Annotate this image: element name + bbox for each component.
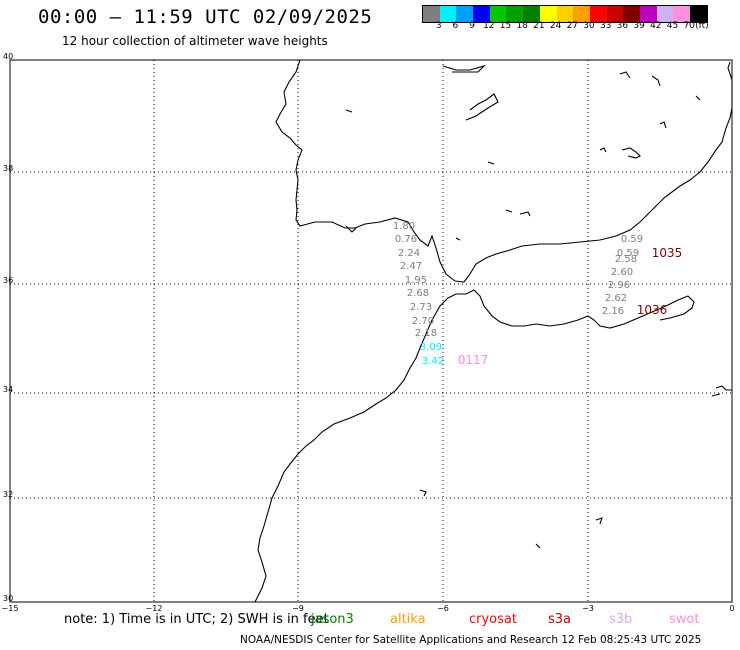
wave-height-label: 2.18 xyxy=(415,328,437,339)
satellite-legend-item: cryosat xyxy=(469,612,517,627)
color-swatch xyxy=(523,6,540,22)
x-tick-label: −9 xyxy=(292,604,304,613)
track-id-label: 1035 xyxy=(652,246,683,260)
y-tick-labels: 40 38 36 34 32 30 xyxy=(3,52,13,603)
x-tick-label: 0 xyxy=(729,604,734,613)
credit-line: NOAA/NESDIS Center for Satellite Applica… xyxy=(240,634,702,646)
track-id-label: 0117 xyxy=(458,353,489,367)
color-scale-label: 39 xyxy=(633,21,645,31)
color-scale-label: 70 xyxy=(683,21,695,31)
wave-height-label: 0.76 xyxy=(395,234,417,245)
wave-height-label: 2.60 xyxy=(611,267,633,278)
color-swatch xyxy=(539,6,557,22)
y-tick-label: 40 xyxy=(3,52,13,61)
color-scale-label: 12 xyxy=(483,21,495,31)
wave-height-label: 1.80 xyxy=(393,221,415,232)
x-tick-label: −12 xyxy=(146,604,163,613)
map-subtitle: 12 hour collection of altimeter wave hei… xyxy=(62,34,328,48)
color-scale-label: 27 xyxy=(566,21,579,31)
color-scale-label: (ft) xyxy=(695,21,709,31)
color-swatch xyxy=(473,6,490,22)
color-scale-bar xyxy=(422,5,708,23)
wave-height-label: 2.47 xyxy=(400,261,422,272)
wave-height-label: 2.62 xyxy=(605,293,627,304)
wave-height-label: 2.70 xyxy=(412,316,434,327)
wave-height-label: 2.68 xyxy=(407,288,429,299)
y-tick-label: 32 xyxy=(3,490,13,499)
color-scale-label: 24 xyxy=(549,21,562,31)
color-swatch xyxy=(656,6,674,22)
color-swatch xyxy=(556,6,574,22)
wave-height-label: 0.59 xyxy=(617,248,639,259)
y-tick-label: 36 xyxy=(3,276,13,285)
graticule xyxy=(10,60,732,602)
x-tick-label: −15 xyxy=(2,604,19,613)
color-swatch xyxy=(606,6,624,22)
color-swatch xyxy=(623,6,640,22)
wave-height-label: 2.58 xyxy=(615,254,637,265)
color-scale-label: 3 xyxy=(435,21,442,31)
wave-height-label: 2.16 xyxy=(602,306,624,317)
color-scale-label: 33 xyxy=(599,21,612,31)
color-scale-label: 42 xyxy=(650,21,662,31)
color-scale-label: 45 xyxy=(666,21,679,31)
x-tick-labels: −15 −12 −9 −6 −3 0 xyxy=(2,604,735,613)
x-tick-label: −3 xyxy=(582,604,594,613)
coastline-morocco xyxy=(254,289,695,603)
footer-note: note: 1) Time is in UTC; 2) SWH is in fe… xyxy=(64,612,329,627)
wave-height-label: 2.96 xyxy=(608,280,630,291)
color-swatch xyxy=(506,6,524,22)
wave-height-label: 2.73 xyxy=(410,302,432,313)
color-scale-label: 30 xyxy=(583,21,595,31)
wave-height-label: 3.42 xyxy=(422,356,444,367)
color-swatch xyxy=(423,6,440,22)
color-scale-label: 9 xyxy=(469,21,475,31)
color-scale-label: 36 xyxy=(616,21,629,31)
color-swatch xyxy=(589,6,607,22)
color-scale-labels: 3 6 9 12 15 18 21 24 27 30 33 36 39 42 45 70 (ft) xyxy=(422,21,740,35)
coastline-iberia-west xyxy=(275,59,733,283)
plot-frame xyxy=(9,59,733,603)
island-1 xyxy=(619,71,631,79)
y-tick-label: 30 xyxy=(3,594,13,603)
observation-track-b: 0.590.592.582.602.962.622.16 xyxy=(602,234,643,317)
track-labels: 0117 1035 1036 xyxy=(458,246,683,367)
satellite-legend-item: s3b xyxy=(609,612,633,627)
observation-track-a: 1.80 0.76 2.24 2.47 1.95 2.68 2.73 2.702.18 3.09… xyxy=(393,221,444,367)
wave-height-label: 3.09 xyxy=(420,342,442,353)
y-tick-label: 38 xyxy=(3,164,13,173)
color-swatch xyxy=(489,6,507,22)
map-title: 00:00 – 11:59 UTC 02/09/2025 xyxy=(38,6,373,28)
color-swatch xyxy=(690,6,707,22)
y-tick-label: 34 xyxy=(3,385,13,394)
color-swatch xyxy=(439,6,457,22)
satellite-legend-item: altika xyxy=(390,612,426,627)
wave-height-label: 2.24 xyxy=(398,248,420,259)
color-scale-label: 6 xyxy=(452,21,459,31)
x-tick-label: −6 xyxy=(437,604,449,613)
color-scale-label: 15 xyxy=(499,21,512,31)
satellite-legend-item: s3a xyxy=(548,612,572,627)
track-id-label: 1036 xyxy=(637,303,668,317)
color-swatch xyxy=(573,6,590,22)
satellite-legend-item: jason3 xyxy=(311,612,354,627)
satellite-legend-item: swot xyxy=(669,612,700,627)
color-scale-label: 21 xyxy=(533,21,545,31)
color-scale-label: 18 xyxy=(516,21,528,31)
color-swatch xyxy=(673,6,690,22)
color-swatch xyxy=(639,6,657,22)
coastlines xyxy=(254,59,733,603)
color-swatch xyxy=(456,6,474,22)
coastline-france xyxy=(442,64,486,73)
wave-height-label: 1.95 xyxy=(405,275,427,286)
wave-height-label: 0.59 xyxy=(621,234,643,245)
